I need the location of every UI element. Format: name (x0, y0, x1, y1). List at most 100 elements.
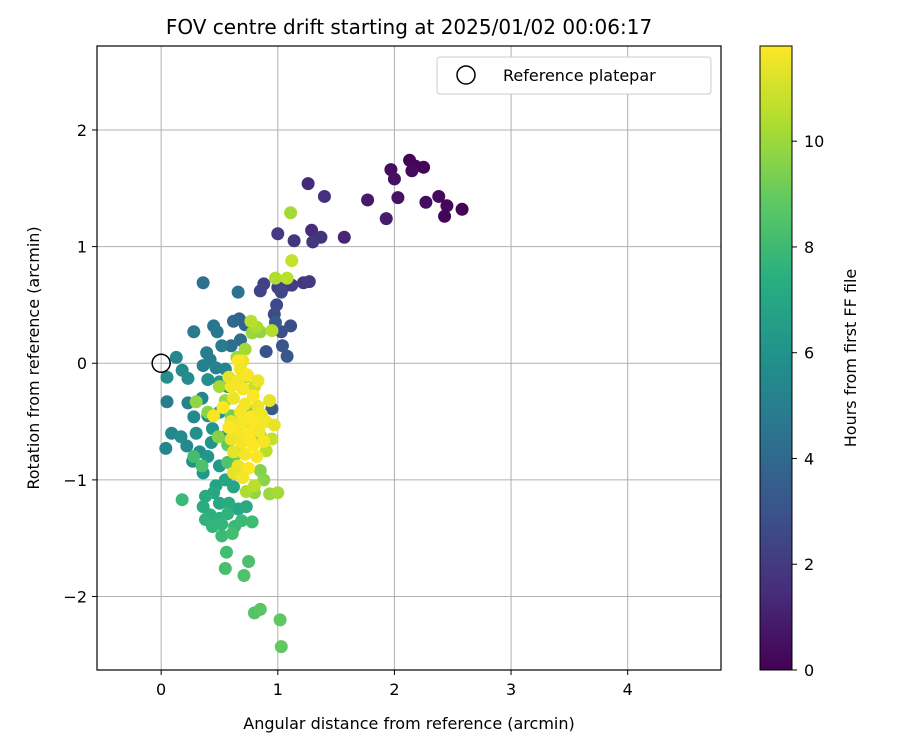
data-point (224, 380, 238, 394)
data-point (189, 426, 203, 440)
x-axis-ticks: 0 1 2 3 4 (156, 670, 633, 699)
data-point (218, 562, 232, 576)
colorbar-tick-label: 0 (804, 661, 814, 680)
data-point (198, 489, 212, 503)
colorbar-tick-label: 2 (804, 555, 814, 574)
reference-platepar-marker (151, 353, 171, 373)
y-tick-label: 1 (77, 238, 87, 257)
data-point (302, 275, 316, 289)
data-point (201, 373, 215, 387)
data-point (226, 314, 240, 328)
data-point (201, 450, 215, 464)
data-point (207, 409, 221, 423)
data-point (224, 432, 238, 446)
data-point (224, 339, 238, 353)
data-point (187, 450, 201, 464)
data-point (301, 177, 315, 191)
data-point (236, 382, 250, 396)
data-point (274, 640, 288, 654)
data-point (215, 339, 229, 353)
colorbar-label: Hours from first FF file (841, 269, 860, 448)
data-point (244, 314, 258, 328)
data-point (236, 415, 250, 429)
data-point (238, 447, 252, 461)
y-axis-ticks: −2 −1 0 1 2 (63, 121, 97, 607)
y-tick-label: −1 (63, 471, 87, 490)
data-point (387, 172, 401, 186)
data-point (417, 160, 431, 174)
data-point (253, 284, 267, 298)
data-point (405, 164, 419, 178)
data-point (271, 486, 285, 500)
colorbar-ticks: 0 2 4 6 8 10 (792, 132, 824, 680)
data-point (432, 189, 446, 203)
y-tick-label: −2 (63, 588, 87, 607)
data-point (211, 430, 225, 444)
x-tick-label: 4 (623, 680, 633, 699)
data-point (189, 395, 203, 409)
data-point (231, 285, 245, 299)
data-point (243, 433, 257, 447)
data-point (275, 339, 289, 353)
data-point (438, 209, 452, 223)
data-point (225, 527, 239, 541)
data-point (284, 319, 298, 333)
y-axis-label: Rotation from reference (arcmin) (24, 226, 43, 489)
data-point (160, 370, 174, 384)
data-point (175, 493, 189, 507)
data-point (242, 555, 256, 569)
data-point (236, 471, 250, 485)
data-point (195, 459, 209, 473)
data-point (226, 445, 240, 459)
data-point (263, 394, 277, 408)
data-point (219, 545, 233, 559)
scatter-points (159, 153, 469, 654)
colorbar-tick-label: 6 (804, 344, 814, 363)
data-point (273, 613, 287, 627)
colorbar-gradient (759, 45, 793, 671)
colorbar-tick-label: 8 (804, 238, 814, 257)
data-point (169, 350, 183, 364)
data-point (159, 441, 173, 455)
data-point (180, 439, 194, 453)
data-point (251, 374, 265, 388)
data-point (221, 507, 235, 521)
x-tick-label: 0 (156, 680, 166, 699)
data-point (215, 529, 229, 543)
data-point (221, 455, 235, 469)
data-point (317, 189, 331, 203)
data-point (379, 212, 393, 226)
data-point (287, 234, 301, 248)
data-point (215, 517, 229, 531)
data-point (242, 461, 256, 475)
colorbar-tick-label: 4 (804, 449, 814, 468)
data-point (187, 410, 201, 424)
data-point (280, 271, 294, 285)
data-point (305, 223, 319, 237)
legend: Reference platepar (436, 56, 712, 95)
data-point (196, 359, 210, 373)
data-point (440, 199, 454, 213)
data-point (267, 418, 281, 432)
plot-area (97, 46, 721, 670)
data-point (240, 368, 254, 382)
data-point (268, 271, 282, 285)
data-point (280, 349, 294, 363)
data-point (306, 235, 320, 249)
data-point (257, 473, 271, 487)
data-point (259, 345, 273, 359)
colorbar-tick-label: 10 (804, 132, 824, 151)
colorbar: 0 2 4 6 8 10 Hours from first FF file (759, 45, 860, 680)
data-point (187, 325, 201, 339)
data-point (235, 514, 249, 528)
data-point (391, 191, 405, 205)
y-tick-label: 0 (77, 354, 87, 373)
data-point (246, 389, 260, 403)
data-point (181, 371, 195, 385)
data-point (212, 380, 226, 394)
legend-box (436, 56, 712, 95)
data-point (210, 325, 224, 339)
data-point (253, 602, 267, 616)
data-point (419, 195, 433, 209)
